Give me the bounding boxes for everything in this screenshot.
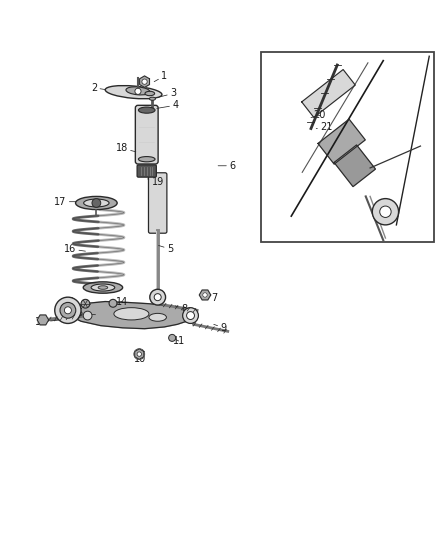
Ellipse shape	[149, 97, 155, 100]
Circle shape	[169, 334, 176, 342]
Ellipse shape	[105, 86, 162, 99]
Circle shape	[137, 352, 141, 356]
Text: 17: 17	[54, 197, 78, 207]
Text: 12: 12	[35, 317, 59, 327]
Text: 13: 13	[63, 297, 83, 308]
Ellipse shape	[138, 107, 155, 113]
Text: 20: 20	[311, 110, 326, 120]
Circle shape	[109, 300, 117, 307]
Text: 3: 3	[158, 88, 176, 99]
Circle shape	[380, 206, 391, 217]
Circle shape	[154, 294, 161, 301]
Circle shape	[134, 349, 145, 359]
FancyBboxPatch shape	[148, 173, 167, 233]
Ellipse shape	[126, 87, 150, 95]
Circle shape	[150, 289, 166, 305]
Ellipse shape	[149, 313, 166, 321]
Circle shape	[203, 293, 207, 297]
Text: 5: 5	[159, 244, 173, 254]
Text: 19: 19	[148, 177, 164, 187]
Ellipse shape	[114, 308, 149, 320]
Ellipse shape	[76, 197, 117, 209]
Polygon shape	[140, 76, 149, 87]
Polygon shape	[37, 315, 49, 325]
Text: 16: 16	[64, 244, 85, 254]
Circle shape	[372, 199, 399, 225]
Text: 9: 9	[214, 323, 226, 333]
Text: 10: 10	[134, 353, 146, 365]
Polygon shape	[135, 349, 144, 359]
Ellipse shape	[145, 91, 155, 96]
Text: 8: 8	[175, 304, 187, 314]
Polygon shape	[302, 69, 355, 117]
Text: 18: 18	[116, 143, 136, 154]
Text: 11: 11	[171, 336, 185, 346]
Text: 6: 6	[218, 161, 235, 171]
Circle shape	[187, 312, 194, 319]
Text: 7: 7	[207, 293, 218, 303]
Circle shape	[83, 311, 92, 320]
FancyBboxPatch shape	[137, 165, 156, 177]
Polygon shape	[318, 119, 365, 164]
Ellipse shape	[98, 286, 108, 289]
Bar	[261, 52, 434, 243]
Ellipse shape	[83, 282, 123, 293]
Circle shape	[183, 308, 198, 324]
Polygon shape	[199, 290, 211, 300]
Circle shape	[92, 199, 101, 207]
FancyBboxPatch shape	[135, 106, 158, 164]
Circle shape	[142, 79, 147, 84]
Text: 21: 21	[316, 122, 332, 132]
Text: 2: 2	[91, 83, 116, 93]
Circle shape	[135, 88, 141, 94]
Ellipse shape	[91, 284, 115, 291]
Text: 1: 1	[154, 71, 167, 82]
Text: 14: 14	[113, 296, 128, 306]
Polygon shape	[334, 145, 375, 187]
Polygon shape	[61, 302, 195, 329]
Ellipse shape	[138, 157, 155, 162]
Circle shape	[81, 300, 90, 308]
Ellipse shape	[84, 199, 109, 207]
Circle shape	[60, 302, 76, 318]
Text: 15: 15	[72, 309, 95, 318]
Text: 4: 4	[157, 100, 178, 110]
Circle shape	[64, 307, 71, 314]
Circle shape	[55, 297, 81, 324]
